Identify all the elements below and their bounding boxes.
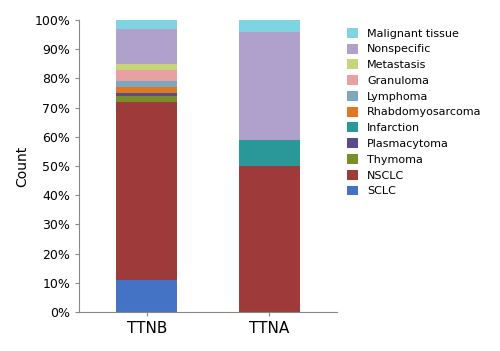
Bar bbox=[238, 32, 300, 140]
Bar bbox=[116, 20, 178, 29]
Bar bbox=[116, 280, 178, 312]
Bar bbox=[116, 93, 178, 96]
Bar bbox=[116, 102, 178, 280]
Bar bbox=[116, 69, 178, 81]
Bar bbox=[238, 20, 300, 32]
Bar bbox=[238, 140, 300, 166]
Bar bbox=[116, 64, 178, 69]
Bar bbox=[116, 87, 178, 93]
Y-axis label: Count: Count bbox=[15, 145, 29, 187]
Bar bbox=[116, 29, 178, 64]
Bar bbox=[116, 96, 178, 102]
Bar bbox=[238, 166, 300, 312]
Legend: Malignant tissue, Nonspecific, Metastasis, Granuloma, Lymphoma, Rhabdomyosarcoma: Malignant tissue, Nonspecific, Metastasi… bbox=[345, 26, 484, 199]
Bar bbox=[116, 81, 178, 87]
